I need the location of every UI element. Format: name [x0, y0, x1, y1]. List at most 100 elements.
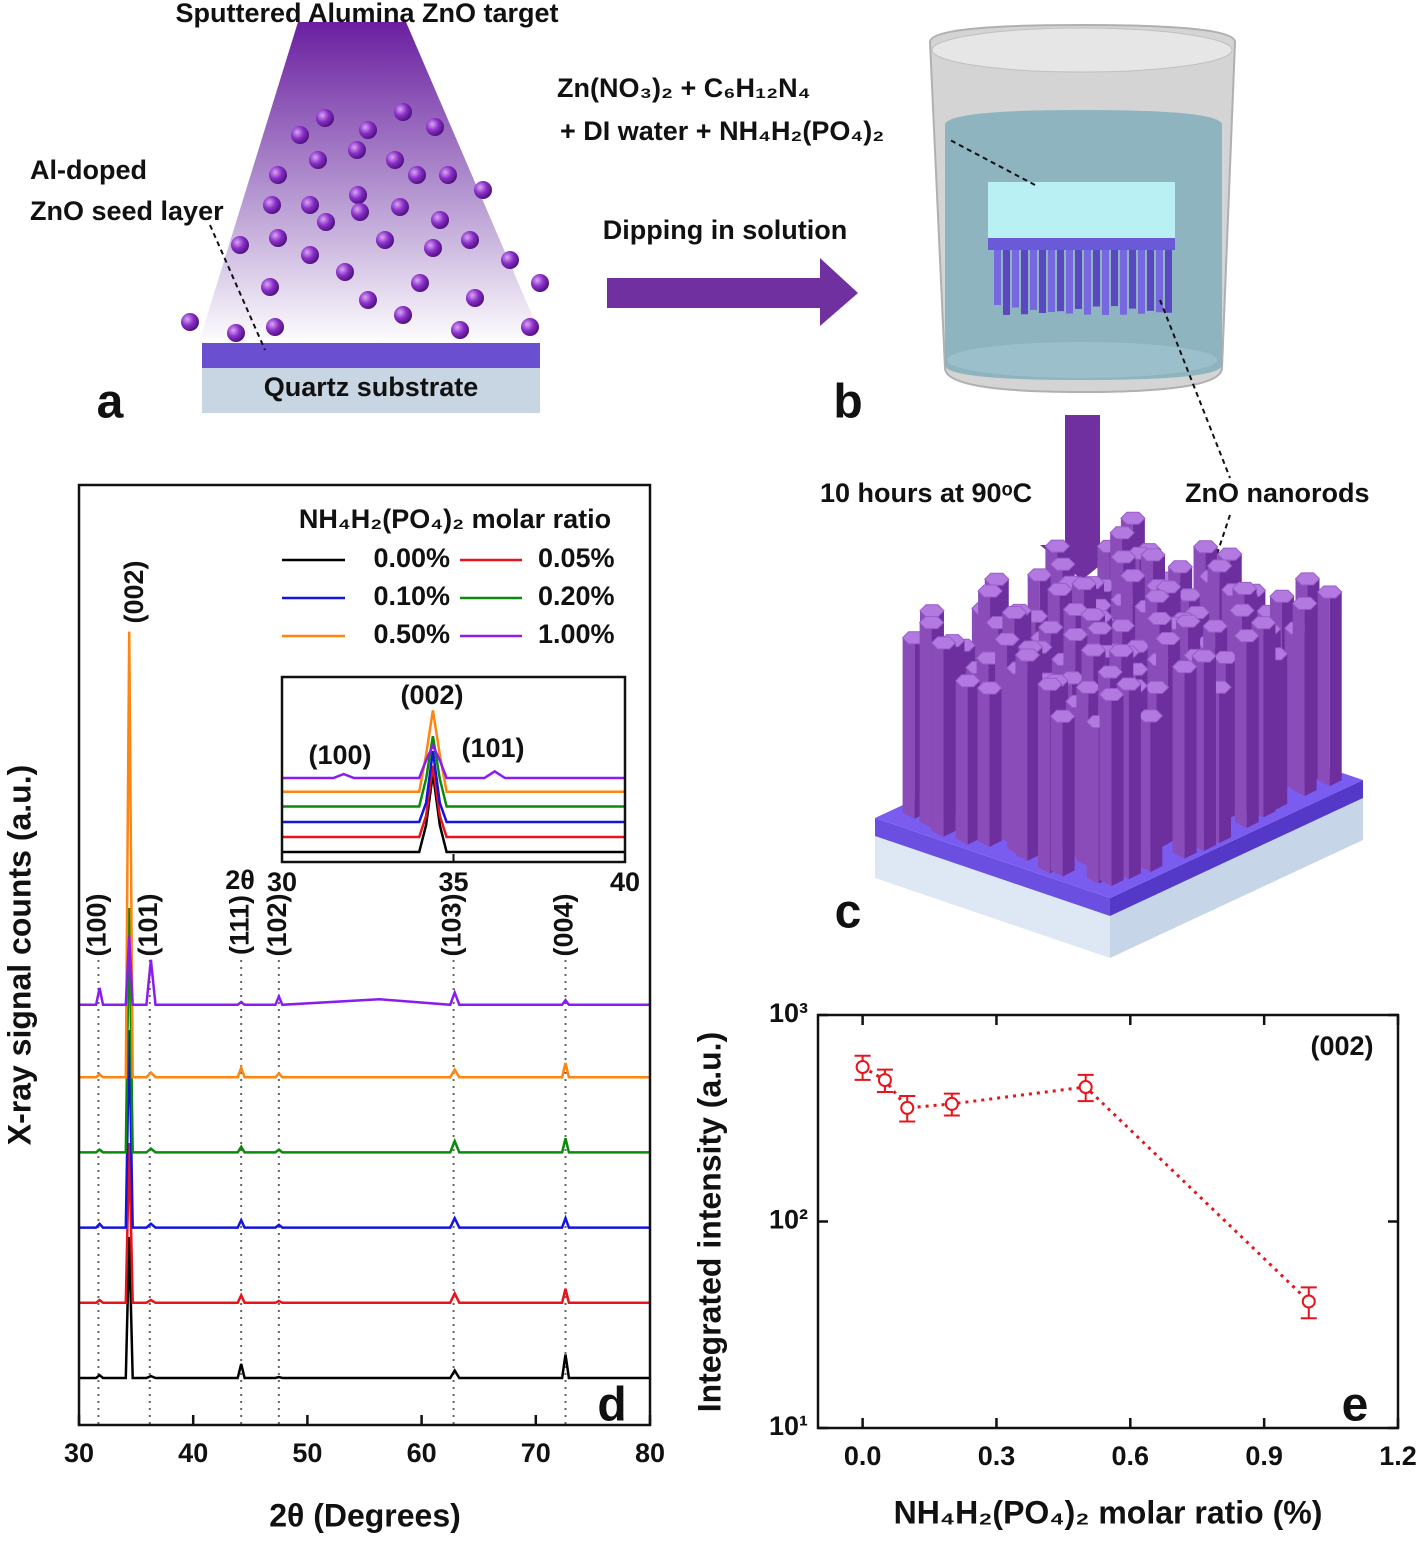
nanorod-top	[1167, 560, 1193, 574]
nanorod	[1021, 250, 1028, 315]
nanorod-top	[1231, 581, 1258, 595]
nanorod-top	[1269, 589, 1295, 603]
nanorod-side	[1329, 591, 1342, 787]
plot-frame	[77, 483, 652, 1427]
particle	[359, 291, 377, 309]
particle	[411, 274, 429, 292]
nanorod-top	[1191, 649, 1217, 663]
peak-label: (102)	[262, 893, 292, 956]
y-tick-label: 10¹	[769, 1411, 808, 1441]
seed-label: ZnO seed layer	[30, 196, 224, 226]
nanorod-top	[1109, 619, 1135, 633]
nanorod-top	[1116, 677, 1142, 691]
nanorod	[1138, 250, 1145, 314]
nanorod-top	[1250, 616, 1277, 630]
target-label: Sputtered Alumina ZnO target	[175, 0, 558, 28]
particle	[349, 186, 367, 204]
nanorod-top	[1317, 585, 1343, 599]
data-point	[900, 1100, 915, 1115]
nanorod-top	[1001, 605, 1028, 619]
nanorod	[1156, 250, 1163, 313]
data-point	[877, 1073, 892, 1088]
solution-label: Zn(NO₃)₂ + C₆H₁₂N₄	[557, 73, 811, 103]
inset-background	[282, 677, 625, 862]
annotation: (002)	[1310, 1031, 1373, 1061]
nanorod-top	[984, 572, 1010, 586]
particle	[348, 141, 366, 159]
nanorod-top	[930, 636, 957, 650]
particle	[351, 203, 369, 221]
nanorod-side	[1304, 603, 1317, 797]
x-axis-label: NH₄H₂(PO₄)₂ molar ratio (%)	[894, 1494, 1323, 1530]
nanorod-side	[1050, 716, 1063, 877]
nanorod	[1111, 250, 1118, 307]
beaker-rim	[931, 27, 1233, 73]
seed-label: Al-doped	[30, 155, 147, 185]
panel-label: e	[1342, 1379, 1369, 1432]
nanorod-side	[967, 680, 980, 845]
nanorod	[1120, 250, 1127, 315]
nanorod-top	[976, 681, 1003, 695]
quartz-side	[1110, 798, 1363, 958]
nanorod-side	[1099, 694, 1112, 886]
nanorod-side	[977, 687, 990, 847]
nanorod-side	[1275, 653, 1288, 810]
substrate-label: Quartz substrate	[264, 372, 479, 402]
nanorod	[1075, 250, 1082, 309]
peak-label: (100)	[308, 740, 371, 770]
x-axis-label: 2θ (Degrees)	[269, 1497, 461, 1533]
nanorod-top	[919, 604, 945, 618]
nanorod-top	[1143, 680, 1170, 694]
particle	[451, 321, 469, 339]
nanorod-top	[1098, 687, 1125, 701]
xrd-curve	[79, 936, 650, 1007]
particle	[317, 213, 335, 231]
solution-label: + DI water + NH₄H₂(PO₄)₂	[560, 116, 884, 146]
nanorod-side	[1263, 622, 1276, 818]
nanorod-top	[1294, 572, 1321, 586]
nanorods	[994, 250, 1172, 315]
nanorod-top	[918, 616, 945, 630]
nanorod-top	[1175, 614, 1201, 628]
nanorod	[994, 250, 1001, 305]
xrd-curve	[79, 907, 650, 1154]
nanorod	[1048, 250, 1055, 312]
xrd-curve	[282, 742, 625, 780]
nanorod-array	[875, 511, 1363, 958]
nanorod-top	[1014, 648, 1041, 662]
nanorod-top	[1044, 539, 1071, 553]
nanorod	[1003, 250, 1010, 315]
quartz-side	[875, 836, 1110, 958]
nanorod-top	[1037, 620, 1064, 634]
nanorod-side	[1184, 666, 1197, 859]
particle	[231, 236, 249, 254]
nanorod-side	[1172, 666, 1185, 859]
xrd-curve	[79, 1236, 650, 1380]
nanorod-side	[1246, 635, 1259, 828]
nanorod-side	[931, 642, 944, 837]
nanorod	[1084, 250, 1091, 315]
particle	[181, 313, 199, 331]
nanorod-top	[1192, 540, 1219, 554]
nanorod-side	[955, 680, 968, 845]
nanorod-top	[1176, 588, 1202, 602]
particle	[424, 239, 442, 257]
leader-line	[1159, 299, 1231, 479]
nanorod-top	[1108, 644, 1134, 658]
nanorod-top	[1137, 709, 1164, 723]
particles	[181, 103, 549, 342]
nanorod-top	[1120, 511, 1146, 525]
nanorod-top	[977, 584, 1003, 598]
nanorod-top	[1080, 608, 1106, 622]
x-tick-label: 0.3	[978, 1441, 1016, 1471]
nanorod-top	[955, 674, 981, 688]
legend-label: 0.20%	[538, 581, 615, 611]
nanorod-side	[1076, 687, 1089, 867]
nanorod-top	[1171, 660, 1198, 674]
charts: (100) (101) (111) (102) (103) (004) 30 40 50 60 70…	[1, 483, 1417, 1533]
x-tick-label: 35	[438, 867, 468, 897]
x-tick-label: 1.2	[1379, 1441, 1417, 1471]
nanorod-side	[1062, 716, 1075, 877]
xrd-curve	[282, 765, 625, 839]
